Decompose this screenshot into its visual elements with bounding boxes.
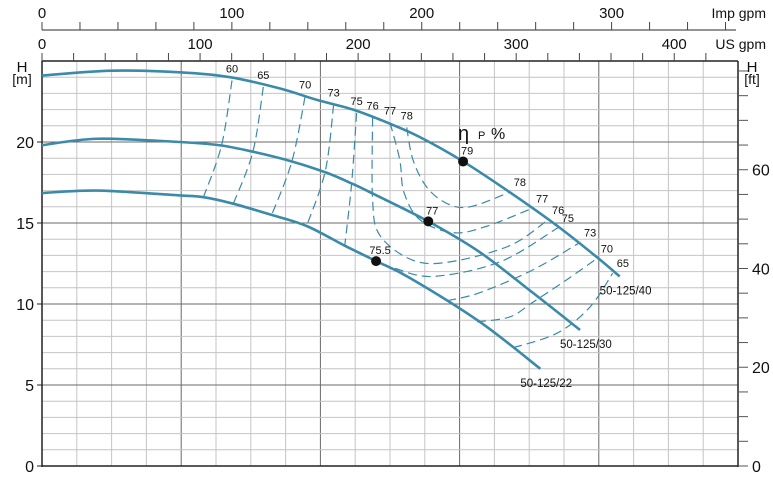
contour-label: 70 <box>299 80 311 92</box>
left-axis-tick-label: 20 <box>16 135 34 152</box>
contour-label: 75 <box>350 96 362 108</box>
us-gpm-tick-label: 100 <box>188 36 213 53</box>
bep-label: 79 <box>461 145 473 157</box>
left-axis-tick-label: 0 <box>25 459 34 473</box>
right-axis-tick-label: 40 <box>752 261 770 278</box>
contour-label: 76 <box>366 101 378 113</box>
right-axis-tick-label: 20 <box>752 360 770 377</box>
left-axis-tick-label: 10 <box>16 297 34 314</box>
efficiency-contour-77 <box>389 122 533 234</box>
left-axis-title: H <box>17 59 28 76</box>
efficiency-contour-73 <box>446 241 581 302</box>
contour-label: 65 <box>617 258 629 270</box>
contour-label: 78 <box>401 110 413 122</box>
efficiency-contour-73 <box>305 104 335 227</box>
contour-label: 76 <box>552 205 564 217</box>
pump-curve-label: 50-125/30 <box>560 339 612 351</box>
right-axis-title: H <box>747 59 758 76</box>
imp-gpm-tick-label: 0 <box>38 5 46 22</box>
contour-label: 77 <box>384 106 396 118</box>
us-gpm-tick-label: 400 <box>662 36 687 53</box>
pump-curves <box>41 69 621 370</box>
contour-label: 75 <box>562 213 574 225</box>
efficiency-subscript: P <box>478 130 485 142</box>
contour-label: 60 <box>226 63 238 75</box>
bep-label: 77 <box>426 205 438 217</box>
efficiency-contour-60 <box>202 80 233 198</box>
efficiency-symbol: η <box>458 123 469 145</box>
left-axis-tick-label: 15 <box>16 216 34 233</box>
imp-gpm-tick-label: 300 <box>599 5 624 22</box>
us-gpm-tick-label: 200 <box>346 36 371 53</box>
us-gpm-tick-label: 0 <box>38 36 46 53</box>
right-axis-unit: [ft] <box>744 71 760 87</box>
imp-gpm-axis-title: Imp gpm <box>712 5 766 21</box>
grid <box>41 60 739 467</box>
contour-label: 73 <box>327 88 339 100</box>
pump-curve-50-125/22 <box>41 189 542 370</box>
bep-point <box>458 156 469 167</box>
right-axis-tick-label: 0 <box>752 459 761 473</box>
us-gpm-tick-label: 300 <box>504 36 529 53</box>
efficiency-contours <box>202 80 614 349</box>
efficiency-contour-75 <box>394 227 559 278</box>
contour-label: 77 <box>536 193 548 205</box>
us-gpm-axis-title: US gpm <box>715 36 766 52</box>
bep-points <box>371 156 469 267</box>
bep-label: 75.5 <box>369 245 390 257</box>
pump-curve-label: 50-125/22 <box>520 378 572 390</box>
efficiency-contour-65 <box>232 86 264 204</box>
efficiency-contour-76 <box>371 117 549 265</box>
bep-point <box>423 216 434 227</box>
pump-curve-label: 50-125/40 <box>600 285 652 297</box>
bep-point <box>371 256 382 267</box>
imp-gpm-tick-label: 100 <box>219 5 244 22</box>
efficiency-contour-65 <box>513 272 614 349</box>
contour-label: 70 <box>601 244 613 256</box>
efficiency-contour-75 <box>344 112 358 246</box>
efficiency-contour-78 <box>406 127 510 209</box>
pump-curve-50-125/30 <box>41 137 581 331</box>
pump-curve-50-125/40 <box>41 69 621 278</box>
left-axis-unit: [m] <box>12 71 31 87</box>
contour-label: 73 <box>584 227 596 239</box>
efficiency-contour-70 <box>476 258 598 323</box>
imp-gpm-tick-label: 200 <box>409 5 434 22</box>
efficiency-unit: % <box>491 126 505 143</box>
contour-label: 78 <box>514 177 526 189</box>
left-axis-tick-label: 5 <box>25 378 34 395</box>
right-axis-tick-label: 60 <box>752 163 770 180</box>
contour-label: 65 <box>257 70 269 82</box>
efficiency-contour-70 <box>271 96 306 216</box>
